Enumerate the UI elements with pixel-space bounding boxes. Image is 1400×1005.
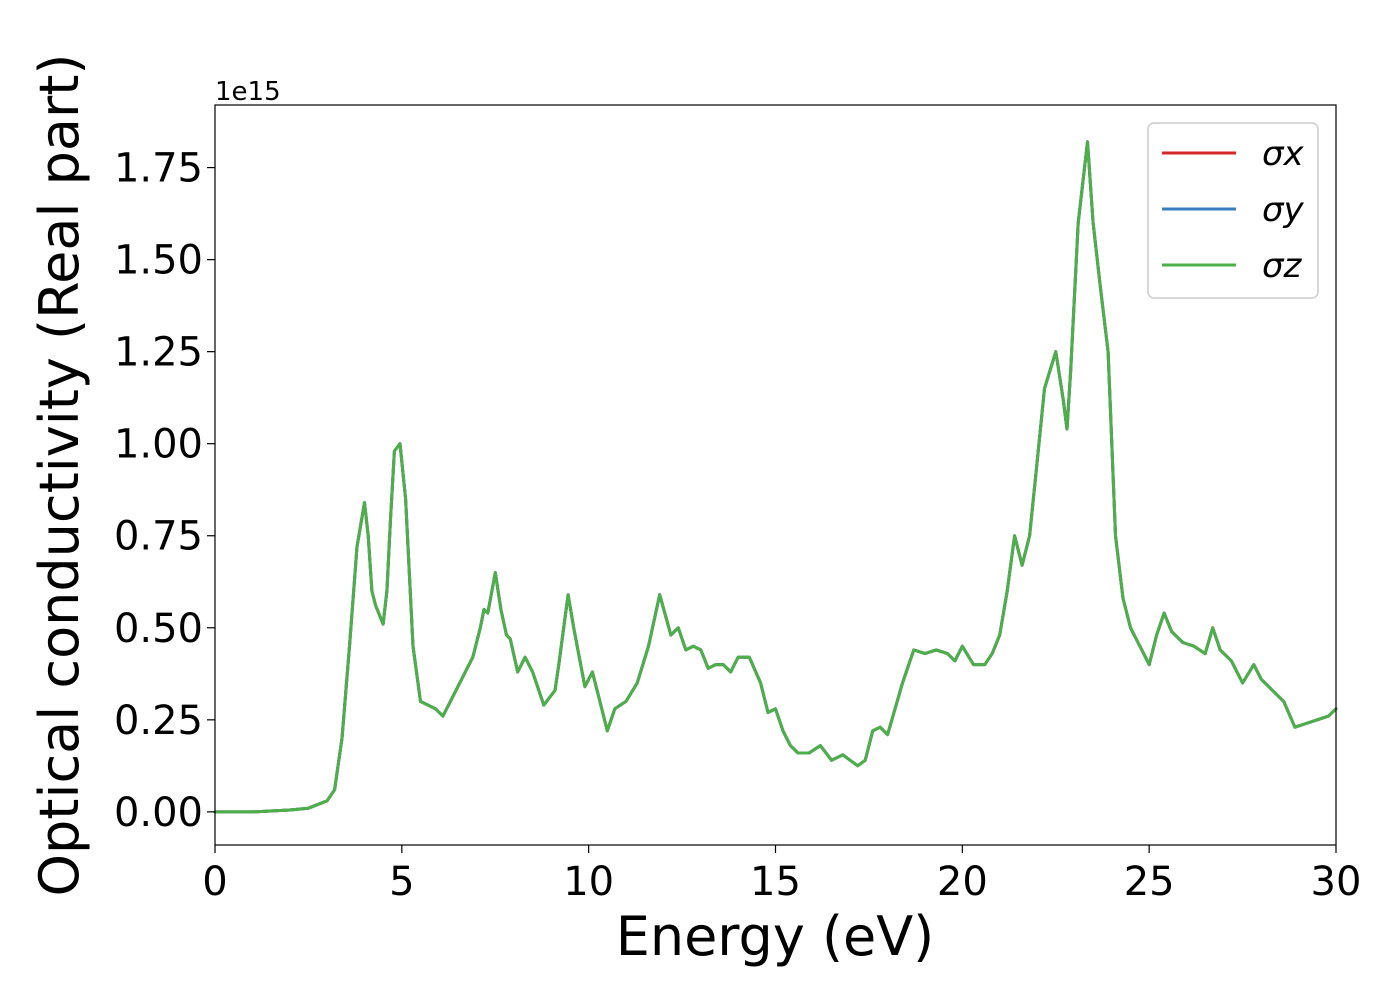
x-tick-label: 5: [389, 859, 414, 905]
y-tick-label: 0.50: [114, 606, 203, 652]
y-tick-label: 0.25: [114, 698, 203, 744]
x-axis-ticks: 0 5 10 15 20 25 30: [202, 845, 1361, 905]
legend-label: σx: [1262, 134, 1305, 174]
y-tick-label: 0.00: [114, 790, 203, 836]
legend-label: σy: [1262, 190, 1305, 230]
legend-label: σz: [1262, 246, 1303, 286]
x-tick-label: 15: [750, 859, 801, 905]
y-tick-label: 1.75: [114, 146, 203, 192]
y-axis-title: Optical conductivity (Real part): [28, 54, 91, 897]
y-axis-multiplier: 1e15: [215, 77, 281, 107]
y-tick-label: 1.25: [114, 330, 203, 376]
y-tick-label: 0.75: [114, 514, 203, 560]
x-tick-label: 0: [202, 859, 227, 905]
y-tick-label: 1.00: [114, 422, 203, 468]
y-axis-ticks: 0.00 0.25 0.50 0.75 1.00 1.25 1.50 1.75: [114, 146, 215, 836]
y-tick-label: 1.50: [114, 238, 203, 284]
series-line-3: [213, 140, 1338, 814]
x-tick-label: 25: [1124, 859, 1175, 905]
x-tick-label: 30: [1311, 859, 1362, 905]
x-axis-title: Energy (eV): [616, 905, 935, 968]
x-tick-label: 10: [563, 859, 614, 905]
x-tick-label: 20: [937, 859, 988, 905]
legend: σx σy σz: [1147, 122, 1319, 299]
series-layer: [213, 140, 1338, 814]
